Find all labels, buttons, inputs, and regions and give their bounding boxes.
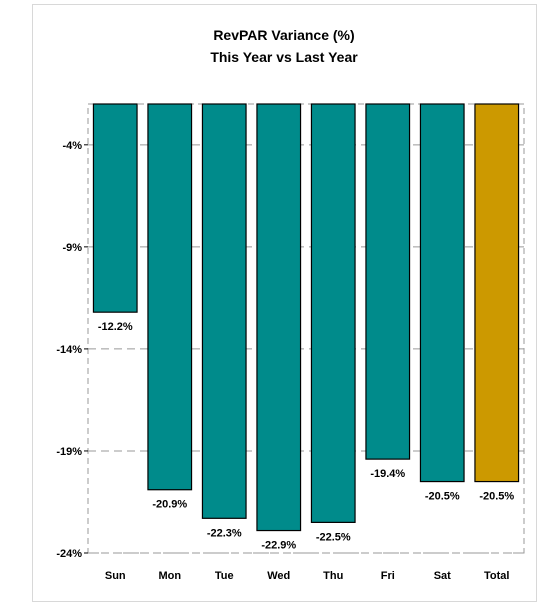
data-label: -19.4% <box>370 468 405 480</box>
chart-frame <box>32 4 537 602</box>
chart-title: RevPAR Variance (%) <box>213 27 354 43</box>
x-tick-label: Fri <box>381 570 395 582</box>
bar-sun <box>92 103 138 313</box>
y-tick-label: -4% <box>62 140 82 152</box>
bars: -12.2% -20.9% -22.3% -22.9% -22.5% -19.4% -20.… <box>92 103 520 552</box>
data-label: -20.5% <box>479 491 514 503</box>
x-tick-label: Sun <box>105 570 126 582</box>
data-label: -22.5% <box>316 531 351 543</box>
x-tick-label: Mon <box>158 570 181 582</box>
y-tick-label: -24% <box>56 548 82 560</box>
y-tick-label: -14% <box>56 344 82 356</box>
x-tick-label: Tue <box>215 570 234 582</box>
x-tick-label: Wed <box>267 570 290 582</box>
plot-area-border <box>87 103 525 554</box>
y-tick-label: -9% <box>62 242 82 254</box>
data-label: -12.2% <box>98 321 133 333</box>
data-label: -20.9% <box>152 499 187 511</box>
bar-wed <box>256 103 302 532</box>
y-tick-label: -19% <box>56 446 82 458</box>
x-tick-label: Total <box>484 570 509 582</box>
bar-mon <box>147 103 193 491</box>
x-tick-label: Sat <box>434 570 451 582</box>
chart-subtitle: This Year vs Last Year <box>210 49 358 65</box>
bar-sat <box>419 103 465 483</box>
axes: -4% -9% -14% -19% -24% Sun Mon Tue Wed Thu Fri Sat T… <box>56 140 509 582</box>
data-label: -22.3% <box>207 527 242 539</box>
data-label: -20.5% <box>425 491 460 503</box>
bar-tue <box>201 103 247 519</box>
bar-fri <box>365 103 411 460</box>
x-tick-label: Thu <box>323 570 343 582</box>
bar-total <box>474 103 520 483</box>
bar-thu <box>310 103 356 523</box>
data-label: -22.9% <box>261 540 296 552</box>
